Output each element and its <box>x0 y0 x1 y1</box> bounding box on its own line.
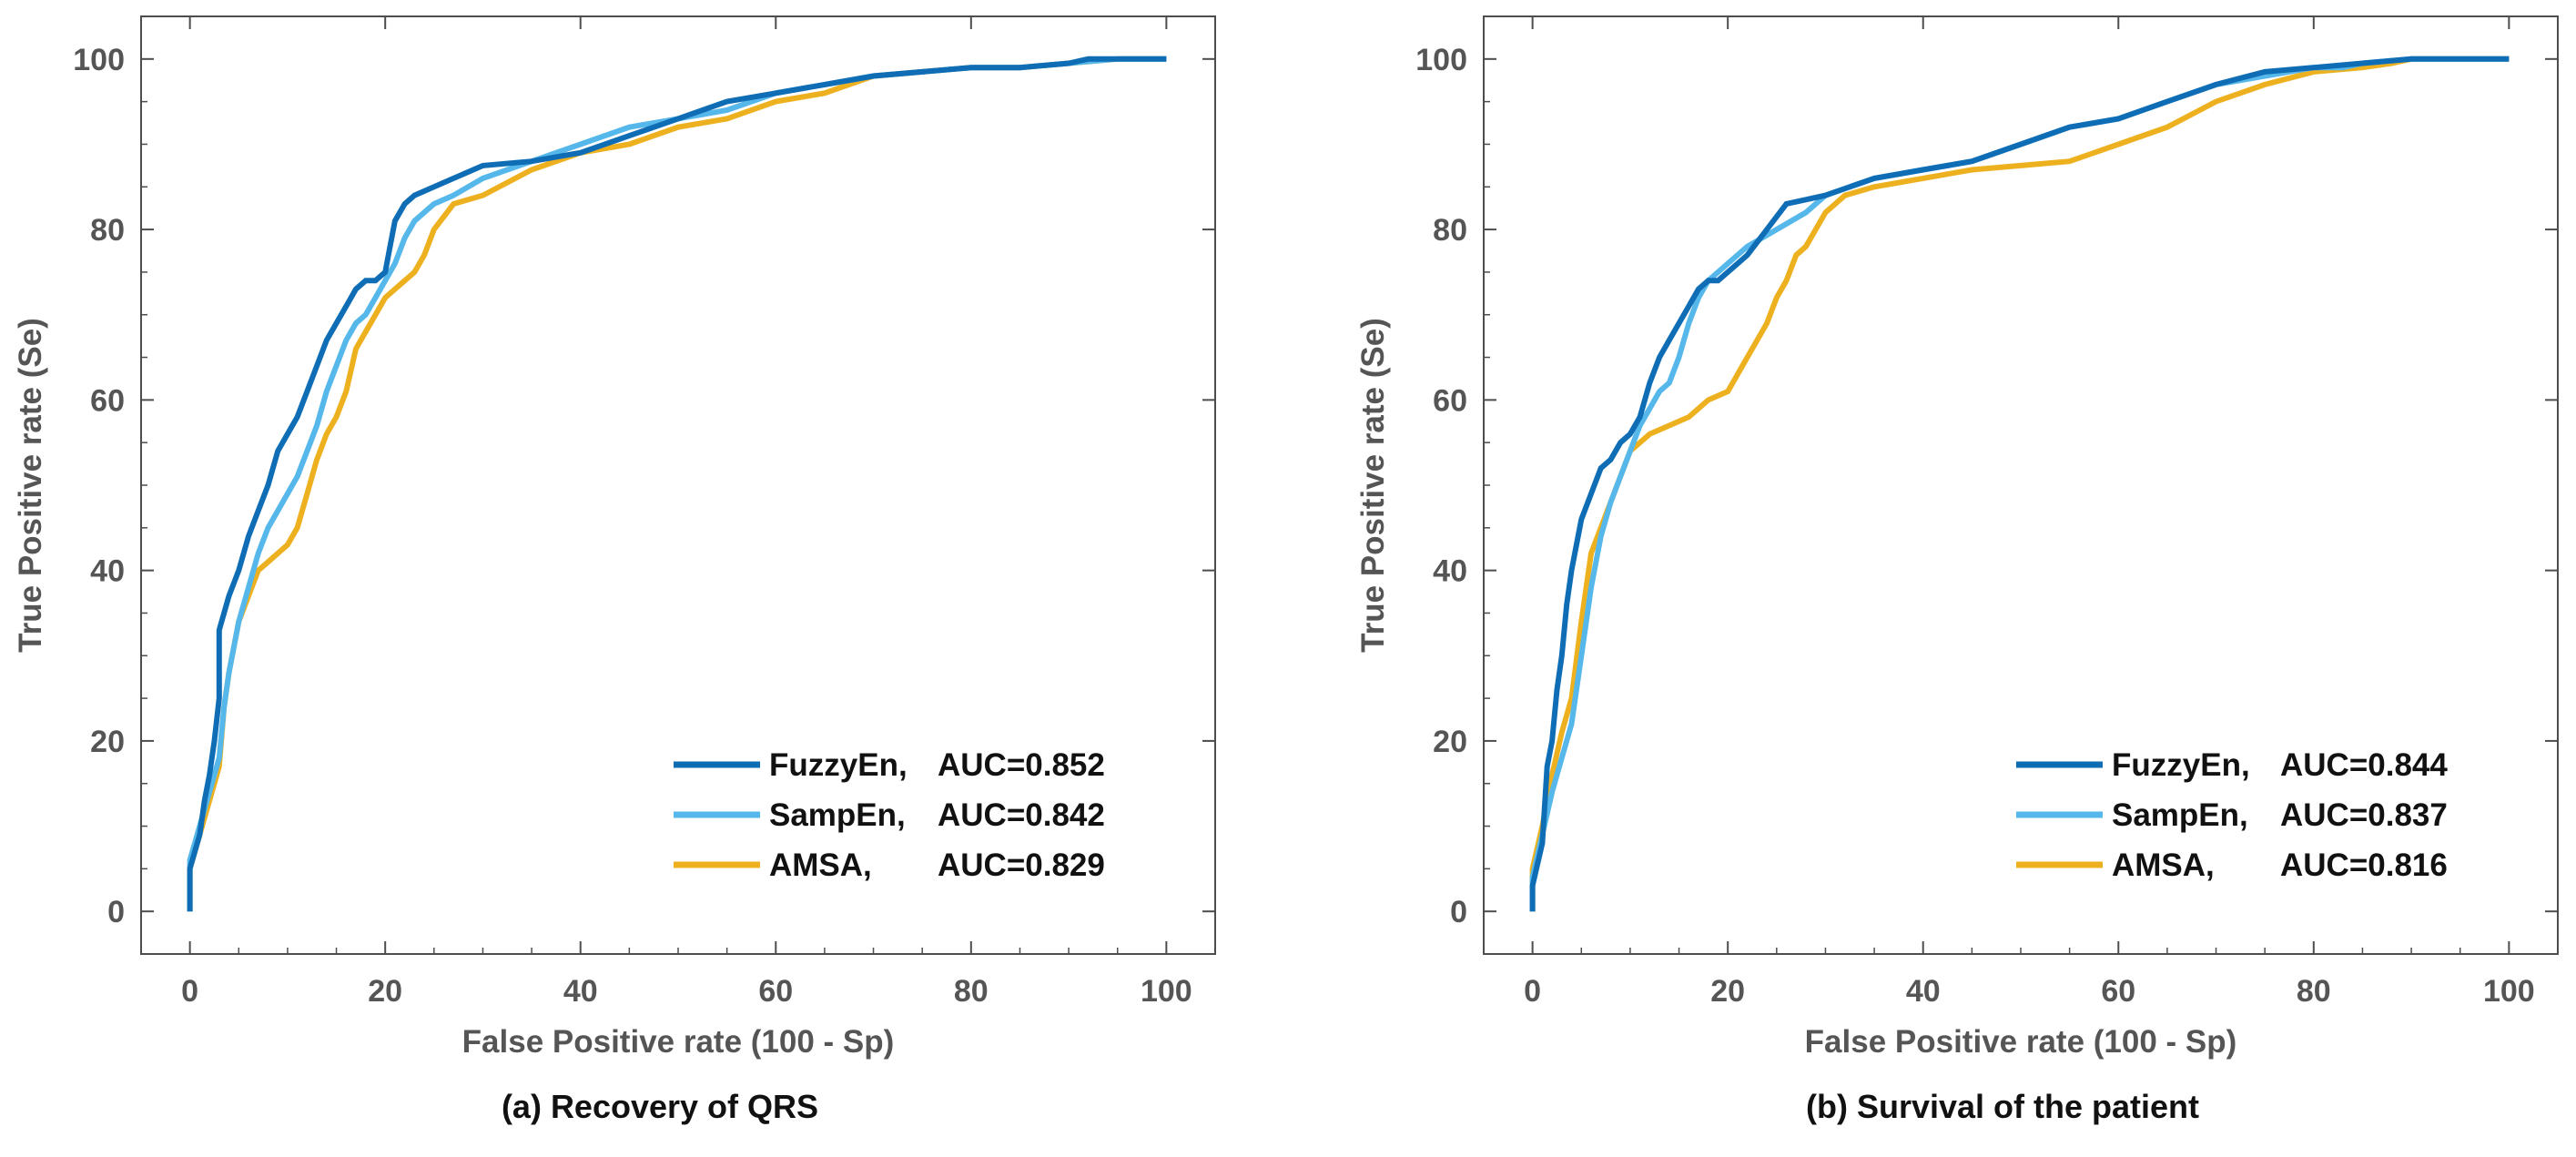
legend-label-sampen: SampEn, <box>2112 797 2248 833</box>
series-line-fuzzyen <box>1529 56 2510 912</box>
x-tick-label: 100 <box>1141 974 1192 1009</box>
legend-auc-amsa: AUC=0.816 <box>2280 847 2448 883</box>
x-tick-label: 0 <box>181 974 198 1009</box>
x-tick-label: 60 <box>758 974 793 1009</box>
x-tick-label: 60 <box>2101 974 2135 1009</box>
y-tick-label: 80 <box>1433 213 1467 248</box>
y-axis-label: True Positive rate (Se) <box>1355 318 1391 653</box>
x-tick-label: 40 <box>1906 974 1941 1009</box>
y-tick-label: 40 <box>90 554 125 589</box>
y-tick-label: 20 <box>90 725 125 759</box>
x-tick-label: 0 <box>1524 974 1541 1009</box>
legend-label-fuzzyen: FuzzyEn, <box>769 747 908 783</box>
chart-caption: (a) Recovery of QRS <box>502 1088 818 1125</box>
y-tick-label: 40 <box>1433 554 1467 589</box>
y-tick-label: 20 <box>1433 725 1467 759</box>
legend-auc-fuzzyen: AUC=0.852 <box>938 747 1105 783</box>
y-tick-label: 100 <box>73 43 125 77</box>
y-tick-label: 60 <box>1433 383 1467 418</box>
legend-label-sampen: SampEn, <box>769 797 906 833</box>
legend-label-fuzzyen: FuzzyEn, <box>2112 747 2250 783</box>
y-tick-label: 0 <box>107 895 125 929</box>
chart-survival-of-the-patient: 0 20 40 60 80 100 0 20 40 60 80 100 False Positive r… <box>1355 15 2559 1125</box>
y-tick-label: 100 <box>1415 43 1467 77</box>
legend-auc-fuzzyen: AUC=0.844 <box>2280 747 2448 783</box>
legend: FuzzyEn, AUC=0.852 SampEn, AUC=0.842 AMSA, AU… <box>674 747 1105 883</box>
legend-label-amsa: AMSA, <box>2112 847 2215 883</box>
legend-label-amsa: AMSA, <box>769 847 872 883</box>
x-tick-label: 100 <box>2483 974 2535 1009</box>
y-tick-label: 0 <box>1450 895 1467 929</box>
x-tick-label: 20 <box>368 974 402 1009</box>
x-tick-label: 20 <box>1710 974 1745 1009</box>
series-line-sampen <box>187 56 1167 912</box>
x-tick-label: 80 <box>2297 974 2331 1009</box>
legend-auc-amsa: AUC=0.829 <box>938 847 1105 883</box>
legend-auc-sampen: AUC=0.837 <box>2280 797 2448 833</box>
series-line-sampen <box>1529 56 2510 912</box>
legend: FuzzyEn, AUC=0.844 SampEn, AUC=0.837 AMSA, AU… <box>2016 747 2448 883</box>
chart-caption: (b) Survival of the patient <box>1806 1088 2199 1125</box>
y-tick-label: 60 <box>90 383 125 418</box>
series-line-amsa <box>1529 56 2510 912</box>
series-line-fuzzyen <box>187 56 1167 912</box>
y-axis-label: True Positive rate (Se) <box>13 318 48 653</box>
x-axis-label: False Positive rate (100 - Sp) <box>462 1024 895 1060</box>
y-tick-label: 80 <box>90 213 125 248</box>
x-tick-label: 40 <box>563 974 598 1009</box>
x-tick-label: 80 <box>954 974 989 1009</box>
legend-auc-sampen: AUC=0.842 <box>938 797 1105 833</box>
x-axis-label: False Positive rate (100 - Sp) <box>1805 1024 2237 1060</box>
chart-recovery-of-qrs: 0 20 40 60 80 100 0 20 40 60 80 100 False Positive r… <box>13 15 1216 1125</box>
series-line-amsa <box>187 56 1167 912</box>
